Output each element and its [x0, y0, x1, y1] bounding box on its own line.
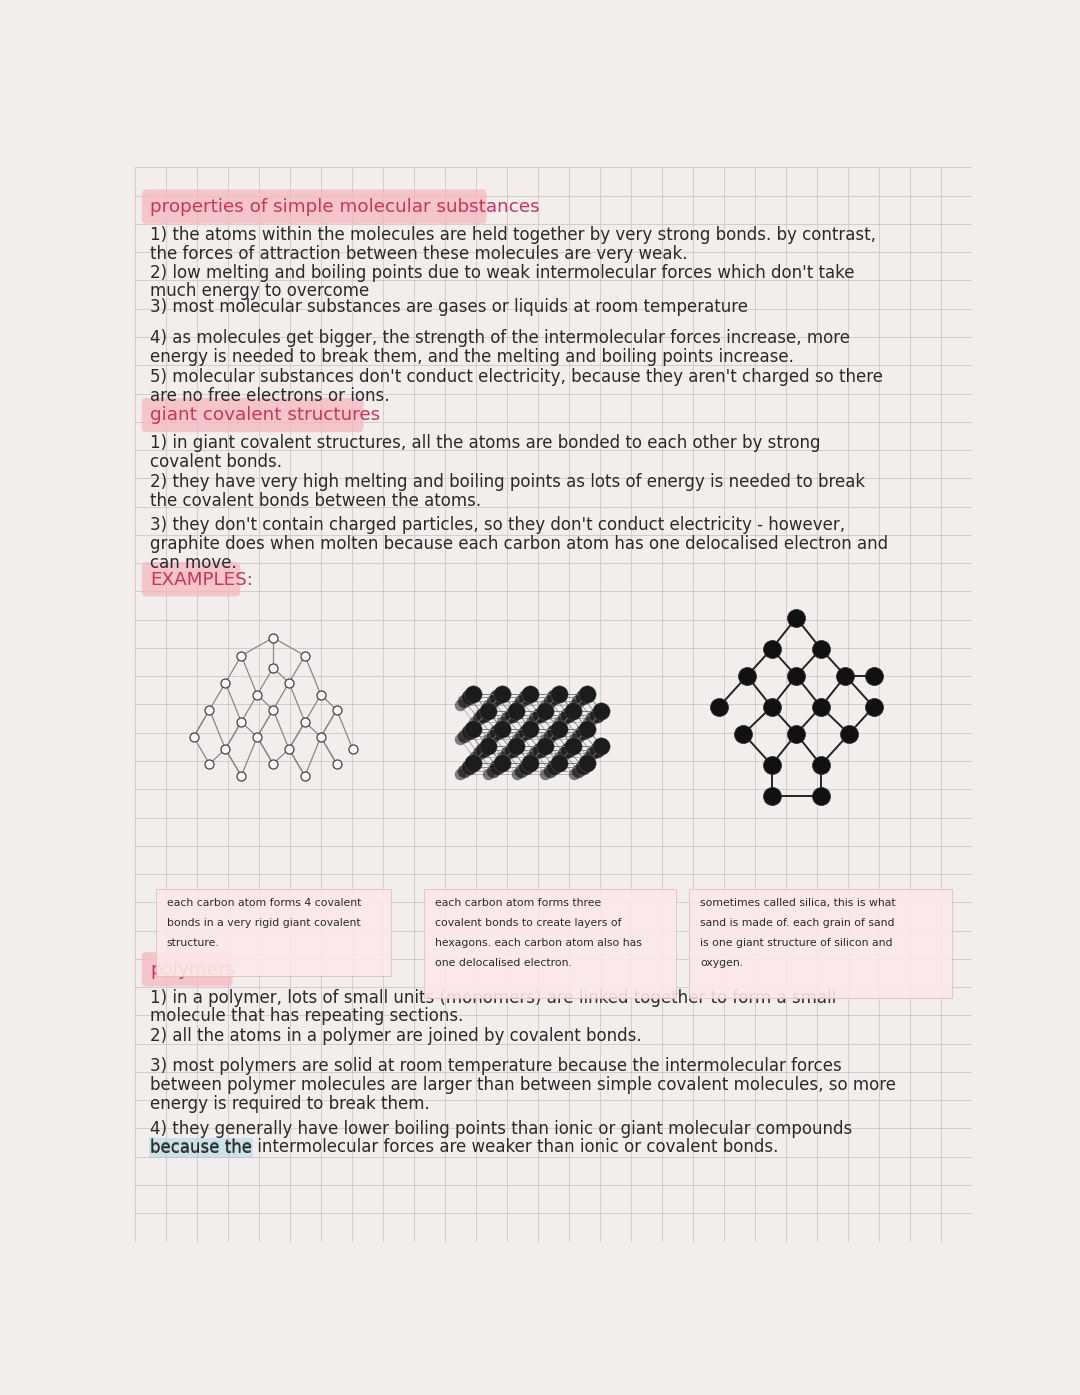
Text: 4) they generally have lower boiling points than ionic or giant molecular compou: 4) they generally have lower boiling poi… — [150, 1120, 852, 1138]
Text: each carbon atom forms 4 covalent: each carbon atom forms 4 covalent — [166, 898, 361, 908]
Text: molecule that has repeating sections.: molecule that has repeating sections. — [150, 1007, 463, 1025]
FancyBboxPatch shape — [423, 889, 676, 997]
Text: 2) low melting and boiling points due to weak intermolecular forces which don't : 2) low melting and boiling points due to… — [150, 264, 854, 282]
Text: much energy to overcome: much energy to overcome — [150, 282, 369, 300]
Text: oxygen.: oxygen. — [700, 958, 743, 968]
Text: is one giant structure of silicon and: is one giant structure of silicon and — [700, 939, 892, 949]
Text: each carbon atom forms three: each carbon atom forms three — [434, 898, 600, 908]
Text: because the intermolecular forces are weaker than ionic or covalent bonds.: because the intermolecular forces are we… — [150, 1138, 779, 1156]
Text: 3) most molecular substances are gases or liquids at room temperature: 3) most molecular substances are gases o… — [150, 299, 748, 315]
Text: the forces of attraction between these molecules are very weak.: the forces of attraction between these m… — [150, 244, 688, 262]
Text: 1) in a polymer, lots of small units (monomers) are linked together to form a sm: 1) in a polymer, lots of small units (mo… — [150, 989, 836, 1007]
Text: hexagons. each carbon atom also has: hexagons. each carbon atom also has — [434, 939, 642, 949]
Text: sometimes called silica, this is what: sometimes called silica, this is what — [700, 898, 895, 908]
Text: are no free electrons or ions.: are no free electrons or ions. — [150, 386, 390, 405]
Text: 1) in giant covalent structures, all the atoms are bonded to each other by stron: 1) in giant covalent structures, all the… — [150, 434, 821, 452]
Text: can move.: can move. — [150, 554, 237, 572]
Text: covalent bonds to create layers of: covalent bonds to create layers of — [434, 918, 621, 928]
Text: sand is made of. each grain of sand: sand is made of. each grain of sand — [700, 918, 894, 928]
Text: one delocalised electron.: one delocalised electron. — [434, 958, 571, 968]
Text: the covalent bonds between the atoms.: the covalent bonds between the atoms. — [150, 492, 482, 509]
Text: properties of simple molecular substances: properties of simple molecular substance… — [150, 198, 540, 216]
Text: 5) molecular substances don't conduct electricity, because they aren't charged s: 5) molecular substances don't conduct el… — [150, 368, 883, 386]
Text: structure.: structure. — [166, 939, 219, 949]
Text: giant covalent structures: giant covalent structures — [150, 406, 380, 424]
FancyBboxPatch shape — [141, 190, 487, 223]
FancyBboxPatch shape — [141, 951, 232, 986]
Text: between polymer molecules are larger than between simple covalent molecules, so : between polymer molecules are larger tha… — [150, 1076, 896, 1094]
Text: graphite does when molten because each carbon atom has one delocalised electron : graphite does when molten because each c… — [150, 534, 888, 552]
Text: polymers: polymers — [150, 961, 235, 979]
FancyBboxPatch shape — [141, 398, 364, 432]
Text: energy is required to break them.: energy is required to break them. — [150, 1095, 430, 1113]
Text: 2) they have very high melting and boiling points as lots of energy is needed to: 2) they have very high melting and boili… — [150, 473, 865, 491]
FancyBboxPatch shape — [141, 562, 240, 597]
Text: because the: because the — [150, 1138, 252, 1156]
Text: 2) all the atoms in a polymer are joined by covalent bonds.: 2) all the atoms in a polymer are joined… — [150, 1027, 642, 1045]
Text: bonds in a very rigid giant covalent: bonds in a very rigid giant covalent — [166, 918, 361, 928]
Text: covalent bonds.: covalent bonds. — [150, 453, 282, 472]
Text: 1) the atoms within the molecules are held together by very strong bonds. by con: 1) the atoms within the molecules are he… — [150, 226, 876, 244]
Text: energy is needed to break them, and the melting and boiling points increase.: energy is needed to break them, and the … — [150, 347, 794, 365]
FancyBboxPatch shape — [689, 889, 951, 997]
Text: 3) they don't contain charged particles, so they don't conduct electricity - how: 3) they don't contain charged particles,… — [150, 516, 846, 534]
Text: 4) as molecules get bigger, the strength of the intermolecular forces increase, : 4) as molecules get bigger, the strength… — [150, 329, 850, 347]
Text: 3) most polymers are solid at room temperature because the intermolecular forces: 3) most polymers are solid at room tempe… — [150, 1057, 841, 1076]
FancyBboxPatch shape — [156, 889, 391, 976]
Text: EXAMPLES:: EXAMPLES: — [150, 571, 253, 589]
